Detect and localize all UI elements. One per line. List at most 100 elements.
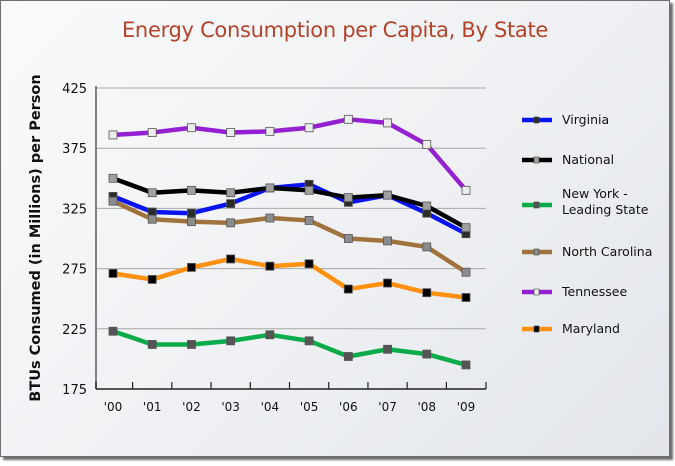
data-point bbox=[461, 267, 471, 277]
data-point bbox=[383, 236, 392, 246]
series-lines bbox=[108, 114, 471, 370]
data-point bbox=[383, 278, 392, 288]
data-point bbox=[304, 216, 314, 225]
data-point bbox=[304, 259, 314, 269]
legend-marker bbox=[533, 288, 540, 296]
chart-panel: Energy Consumption per Capita, By State bbox=[0, 0, 670, 457]
y-tick-label: 325 bbox=[62, 202, 87, 217]
legend-marker bbox=[533, 201, 540, 209]
series-new-york-leading-state bbox=[108, 326, 471, 370]
data-point bbox=[147, 214, 157, 224]
data-point bbox=[226, 218, 236, 228]
y-tick-label: 425 bbox=[62, 82, 87, 97]
data-point bbox=[422, 208, 432, 218]
legend-item: Virginia bbox=[522, 112, 609, 127]
y-tick-label: 375 bbox=[62, 142, 87, 157]
data-point bbox=[226, 188, 236, 198]
series-line bbox=[112, 199, 468, 275]
series-national bbox=[108, 173, 471, 233]
data-point bbox=[383, 190, 392, 200]
x-tick-label: '09 bbox=[457, 400, 476, 414]
series-north-carolina bbox=[108, 196, 471, 277]
x-tick-label: '08 bbox=[417, 400, 436, 414]
data-point bbox=[343, 234, 353, 243]
data-point bbox=[147, 275, 157, 284]
data-point bbox=[108, 269, 118, 278]
data-point bbox=[187, 262, 196, 272]
y-tick-label: 225 bbox=[62, 323, 87, 338]
x-tick-label: '05 bbox=[300, 400, 319, 414]
data-point bbox=[304, 185, 314, 195]
x-tick-label: '02 bbox=[182, 400, 201, 414]
data-point bbox=[108, 326, 118, 336]
data-point bbox=[343, 352, 353, 361]
data-point bbox=[422, 201, 432, 211]
legend-item: Maryland bbox=[522, 321, 620, 336]
legend-label: Maryland bbox=[562, 321, 620, 336]
series-line bbox=[112, 256, 467, 300]
y-axis-label: BTUs Consumed (in Millions) per Person bbox=[28, 74, 44, 401]
data-point bbox=[422, 349, 432, 359]
series-maryland bbox=[108, 254, 471, 302]
axes bbox=[95, 86, 487, 390]
data-point bbox=[422, 140, 432, 149]
data-point bbox=[422, 288, 432, 298]
series-line bbox=[112, 329, 467, 368]
data-point bbox=[265, 126, 275, 136]
data-point bbox=[304, 123, 314, 133]
y-tick-label: 175 bbox=[62, 383, 87, 398]
data-point bbox=[265, 213, 275, 223]
data-point bbox=[461, 293, 471, 302]
legend-label: New York - bbox=[562, 186, 628, 201]
data-point bbox=[187, 217, 196, 227]
data-point bbox=[187, 185, 196, 195]
data-point bbox=[265, 183, 275, 193]
data-point bbox=[226, 254, 236, 264]
legend-label: Leading State bbox=[562, 202, 649, 217]
legend-label: National bbox=[562, 152, 614, 167]
chart-title: Energy Consumption per Capita, By State bbox=[121, 18, 549, 42]
x-tick-label: '04 bbox=[261, 400, 280, 414]
data-point bbox=[108, 173, 118, 183]
legend-marker bbox=[533, 156, 540, 164]
legend-label: North Carolina bbox=[562, 244, 652, 259]
x-tick-label: '03 bbox=[221, 400, 240, 414]
data-point bbox=[108, 130, 118, 140]
y-tick-labels: 425 375 325 275 225 175 bbox=[62, 82, 87, 398]
data-point bbox=[343, 284, 353, 294]
data-point bbox=[226, 336, 236, 346]
data-point bbox=[147, 340, 157, 349]
data-point bbox=[108, 196, 118, 206]
legend-item: National bbox=[522, 152, 614, 167]
data-point bbox=[383, 344, 392, 354]
data-point bbox=[226, 199, 236, 208]
legend-label: Tennessee bbox=[561, 284, 627, 299]
legend-item: Tennessee bbox=[522, 284, 627, 299]
data-point bbox=[147, 128, 157, 137]
data-point bbox=[304, 336, 314, 346]
y-tick-label: 275 bbox=[62, 263, 87, 278]
series-line bbox=[112, 182, 468, 236]
series-line bbox=[112, 176, 468, 230]
x-tick-label: '00 bbox=[104, 400, 123, 414]
data-point bbox=[147, 207, 157, 217]
data-point bbox=[187, 340, 196, 349]
data-point bbox=[461, 185, 471, 195]
x-tick-labels: '00 '01 '02 '03 '04 '05 '06 '07 '08 '09 bbox=[104, 400, 476, 414]
series-line bbox=[112, 117, 468, 192]
data-point bbox=[383, 118, 392, 128]
legend-item: New York -Leading State bbox=[522, 186, 649, 217]
data-point bbox=[187, 123, 196, 133]
data-point bbox=[187, 208, 196, 218]
data-point bbox=[461, 360, 471, 370]
data-point bbox=[461, 223, 471, 233]
data-point bbox=[343, 114, 353, 124]
data-point bbox=[226, 128, 236, 137]
legend-item: North Carolina bbox=[522, 244, 652, 259]
data-point bbox=[265, 261, 275, 271]
x-tick-label: '06 bbox=[339, 400, 358, 414]
data-point bbox=[422, 242, 432, 252]
legend-marker bbox=[533, 248, 540, 256]
